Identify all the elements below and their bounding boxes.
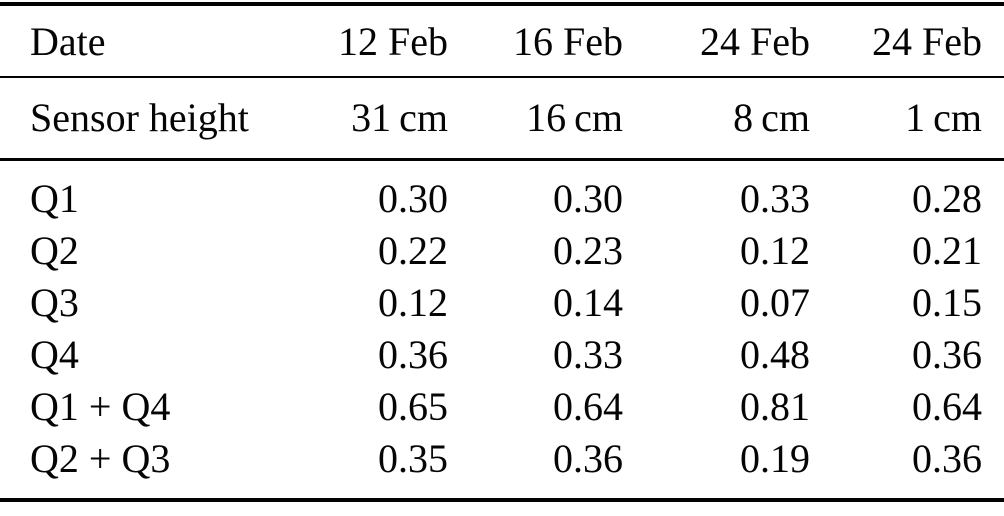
value-cell: 0.12 (740, 227, 810, 273)
table-row: Q4 0.36 0.33 0.48 0.36 (0, 329, 1004, 381)
sensor-row-label: Sensor height (0, 77, 270, 161)
date-header-row: Date 12 Feb 16 Feb 24 Feb 24 Feb (0, 4, 1004, 78)
value-cell: 0.36 (553, 435, 623, 481)
row-label: Q1 (30, 175, 79, 221)
table-row: Q3 0.12 0.14 0.07 0.15 (0, 277, 1004, 329)
value-cell: 0.12 (378, 279, 448, 325)
row-label: Q2 (30, 227, 79, 273)
height-cell: 31 cm (270, 77, 448, 161)
value-cell: 0.33 (553, 331, 623, 377)
table-row: Q1 0.30 0.30 0.33 0.28 (0, 159, 1004, 225)
value-cell: 0.33 (740, 175, 810, 221)
value-cell: 0.35 (378, 435, 448, 481)
date-row-label: Date (0, 4, 270, 78)
value-cell: 0.23 (553, 227, 623, 273)
value-cell: 0.07 (740, 279, 810, 325)
row-label: Q2 + Q3 (30, 435, 171, 481)
value-cell: 0.64 (553, 383, 623, 429)
height-cell: 8 cm (623, 77, 810, 161)
date-cell: 24 Feb (810, 4, 1004, 78)
value-cell: 0.48 (740, 331, 810, 377)
value-cell: 0.30 (378, 175, 448, 221)
value-cell: 0.15 (912, 279, 982, 325)
sensor-height-row: Sensor height 31 cm 16 cm 8 cm 1 cm (0, 77, 1004, 161)
date-cell: 12 Feb (270, 4, 448, 78)
table-row: Q2 0.22 0.23 0.12 0.21 (0, 225, 1004, 277)
table-row: Q1 + Q4 0.65 0.64 0.81 0.64 (0, 381, 1004, 433)
date-cell: 16 Feb (448, 4, 623, 78)
value-cell: 0.19 (740, 435, 810, 481)
value-cell: 0.14 (553, 279, 623, 325)
value-cell: 0.36 (378, 331, 448, 377)
date-cell: 24 Feb (623, 4, 810, 78)
height-cell: 1 cm (810, 77, 1004, 161)
value-cell: 0.28 (912, 175, 982, 221)
value-cell: 0.36 (912, 435, 982, 481)
height-cell: 16 cm (448, 77, 623, 161)
value-cell: 0.21 (912, 227, 982, 273)
value-cell: 0.22 (378, 227, 448, 273)
value-cell: 0.65 (378, 383, 448, 429)
value-cell: 0.81 (740, 383, 810, 429)
row-label: Q3 (30, 279, 79, 325)
results-table: Date 12 Feb 16 Feb 24 Feb 24 Feb Sensor … (0, 2, 1004, 502)
value-cell: 0.30 (553, 175, 623, 221)
table-row: Q2 + Q3 0.35 0.36 0.19 0.36 (0, 433, 1004, 500)
row-label: Q4 (30, 331, 79, 377)
value-cell: 0.36 (912, 331, 982, 377)
row-label: Q1 + Q4 (30, 383, 171, 429)
value-cell: 0.64 (912, 383, 982, 429)
